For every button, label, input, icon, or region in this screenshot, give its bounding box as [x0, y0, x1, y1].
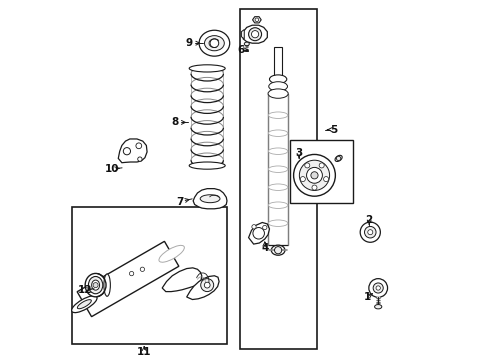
Circle shape	[365, 226, 376, 238]
Ellipse shape	[269, 184, 288, 190]
Polygon shape	[242, 30, 245, 39]
Text: 9: 9	[186, 38, 193, 48]
Text: 2: 2	[366, 215, 373, 225]
Ellipse shape	[199, 30, 230, 56]
Text: 3: 3	[295, 148, 303, 158]
Polygon shape	[243, 25, 268, 43]
Ellipse shape	[200, 195, 220, 203]
Ellipse shape	[88, 276, 103, 294]
Ellipse shape	[269, 130, 288, 136]
Ellipse shape	[189, 162, 225, 169]
Ellipse shape	[269, 166, 288, 172]
Ellipse shape	[374, 305, 382, 309]
Circle shape	[312, 185, 317, 190]
Circle shape	[248, 28, 262, 41]
Circle shape	[307, 167, 322, 183]
Ellipse shape	[335, 155, 342, 162]
Text: 8: 8	[171, 117, 178, 127]
Circle shape	[311, 172, 318, 179]
Circle shape	[253, 228, 265, 239]
Circle shape	[294, 154, 335, 196]
Ellipse shape	[104, 274, 110, 296]
Circle shape	[123, 148, 130, 155]
Circle shape	[373, 283, 383, 293]
Circle shape	[300, 177, 305, 182]
Circle shape	[360, 222, 380, 242]
Text: 4: 4	[261, 243, 269, 253]
Bar	[269, 94, 288, 245]
Circle shape	[274, 247, 282, 254]
Circle shape	[204, 282, 210, 288]
Ellipse shape	[269, 112, 288, 118]
Circle shape	[140, 267, 145, 271]
Text: 10: 10	[104, 164, 119, 174]
Polygon shape	[162, 268, 202, 292]
Bar	[240, 9, 317, 349]
Ellipse shape	[271, 245, 285, 255]
Ellipse shape	[189, 65, 225, 72]
Circle shape	[138, 157, 142, 161]
Ellipse shape	[159, 246, 184, 262]
Ellipse shape	[85, 274, 106, 297]
Polygon shape	[187, 276, 219, 300]
Circle shape	[368, 230, 373, 235]
Ellipse shape	[269, 148, 288, 154]
Ellipse shape	[77, 300, 91, 309]
Ellipse shape	[269, 202, 288, 208]
Text: 5: 5	[331, 125, 338, 135]
Text: 1: 1	[364, 292, 371, 302]
Circle shape	[252, 225, 256, 229]
Bar	[290, 140, 353, 203]
Circle shape	[210, 39, 219, 48]
Polygon shape	[193, 189, 227, 209]
Circle shape	[255, 18, 259, 22]
Circle shape	[201, 279, 214, 292]
Circle shape	[337, 156, 341, 161]
Circle shape	[93, 283, 98, 288]
Circle shape	[369, 279, 388, 297]
Ellipse shape	[269, 82, 288, 91]
Circle shape	[129, 271, 134, 276]
Ellipse shape	[268, 89, 288, 98]
Ellipse shape	[204, 36, 224, 51]
Text: 6: 6	[238, 45, 245, 55]
Circle shape	[305, 163, 310, 168]
Circle shape	[136, 143, 142, 149]
Ellipse shape	[269, 220, 288, 226]
Text: 12: 12	[77, 285, 92, 295]
Ellipse shape	[270, 75, 287, 84]
Polygon shape	[77, 241, 179, 317]
Circle shape	[323, 177, 329, 182]
Text: 11: 11	[137, 347, 151, 357]
Ellipse shape	[245, 42, 249, 46]
Polygon shape	[252, 17, 261, 23]
Circle shape	[319, 163, 324, 168]
Ellipse shape	[92, 280, 99, 290]
Circle shape	[299, 160, 330, 190]
Circle shape	[376, 286, 380, 290]
Circle shape	[263, 225, 267, 230]
Bar	[274, 47, 282, 77]
Bar	[72, 207, 227, 344]
Polygon shape	[118, 139, 147, 163]
Ellipse shape	[72, 296, 97, 312]
Text: 7: 7	[176, 197, 184, 207]
Polygon shape	[248, 222, 270, 244]
Circle shape	[251, 31, 259, 38]
